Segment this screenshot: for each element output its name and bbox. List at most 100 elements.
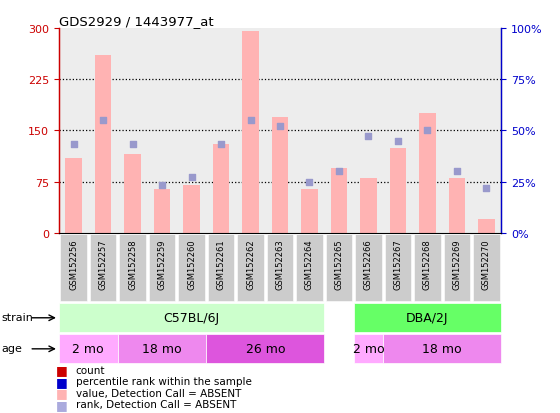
FancyBboxPatch shape bbox=[237, 234, 264, 301]
Bar bbox=[324, 29, 354, 233]
Bar bbox=[184, 186, 199, 233]
Bar bbox=[295, 29, 324, 233]
Text: 26 mo: 26 mo bbox=[245, 342, 285, 356]
Text: 18 mo: 18 mo bbox=[422, 342, 462, 356]
Bar bbox=[66, 158, 82, 233]
Text: ■: ■ bbox=[56, 375, 68, 388]
Bar bbox=[272, 117, 288, 233]
Text: ■: ■ bbox=[56, 386, 68, 399]
FancyBboxPatch shape bbox=[473, 234, 500, 301]
Bar bbox=[95, 56, 111, 233]
Text: percentile rank within the sample: percentile rank within the sample bbox=[76, 376, 251, 386]
FancyBboxPatch shape bbox=[444, 234, 470, 301]
FancyBboxPatch shape bbox=[149, 234, 175, 301]
Bar bbox=[390, 148, 406, 233]
Text: GSM152267: GSM152267 bbox=[394, 239, 403, 290]
FancyBboxPatch shape bbox=[90, 234, 116, 301]
Bar bbox=[301, 189, 318, 233]
FancyBboxPatch shape bbox=[119, 234, 146, 301]
Point bbox=[99, 118, 108, 124]
Bar bbox=[472, 29, 501, 233]
Bar bbox=[354, 29, 383, 233]
Text: 2 mo: 2 mo bbox=[72, 342, 104, 356]
Bar bbox=[124, 155, 141, 233]
FancyBboxPatch shape bbox=[59, 304, 324, 332]
Bar bbox=[206, 29, 236, 233]
Point bbox=[276, 124, 284, 131]
Point bbox=[334, 169, 343, 175]
Bar bbox=[59, 29, 88, 233]
Text: ■: ■ bbox=[56, 363, 68, 376]
FancyBboxPatch shape bbox=[383, 335, 501, 363]
FancyBboxPatch shape bbox=[178, 234, 205, 301]
Bar bbox=[265, 29, 295, 233]
Text: GSM152258: GSM152258 bbox=[128, 239, 137, 289]
FancyBboxPatch shape bbox=[59, 335, 118, 363]
Text: GSM152266: GSM152266 bbox=[364, 239, 373, 290]
FancyBboxPatch shape bbox=[267, 234, 293, 301]
Text: GSM152265: GSM152265 bbox=[334, 239, 343, 289]
Bar bbox=[154, 189, 170, 233]
FancyBboxPatch shape bbox=[208, 234, 234, 301]
Point bbox=[423, 128, 432, 134]
FancyBboxPatch shape bbox=[355, 234, 382, 301]
Text: strain: strain bbox=[1, 312, 33, 322]
Text: GSM152257: GSM152257 bbox=[99, 239, 108, 289]
Text: GSM152269: GSM152269 bbox=[452, 239, 461, 289]
Point bbox=[157, 183, 166, 189]
Text: DBA/2J: DBA/2J bbox=[406, 311, 449, 325]
Text: rank, Detection Call = ABSENT: rank, Detection Call = ABSENT bbox=[76, 399, 236, 409]
Bar bbox=[147, 29, 177, 233]
Text: 18 mo: 18 mo bbox=[142, 342, 182, 356]
Bar bbox=[88, 29, 118, 233]
FancyBboxPatch shape bbox=[118, 335, 206, 363]
FancyBboxPatch shape bbox=[326, 234, 352, 301]
Point bbox=[305, 179, 314, 185]
FancyBboxPatch shape bbox=[414, 234, 441, 301]
FancyBboxPatch shape bbox=[60, 234, 87, 301]
Text: GSM152268: GSM152268 bbox=[423, 239, 432, 290]
Bar bbox=[449, 179, 465, 233]
Bar bbox=[383, 29, 413, 233]
Point bbox=[69, 141, 78, 148]
Text: 2 mo: 2 mo bbox=[353, 342, 384, 356]
Text: GSM152263: GSM152263 bbox=[276, 239, 284, 290]
Bar bbox=[242, 32, 259, 233]
Text: GDS2929 / 1443977_at: GDS2929 / 1443977_at bbox=[59, 15, 213, 28]
FancyBboxPatch shape bbox=[296, 234, 323, 301]
FancyBboxPatch shape bbox=[354, 304, 501, 332]
Text: age: age bbox=[1, 343, 22, 353]
FancyBboxPatch shape bbox=[354, 335, 383, 363]
Point bbox=[394, 138, 403, 145]
Point bbox=[187, 174, 196, 181]
Bar bbox=[118, 29, 147, 233]
Text: GSM152261: GSM152261 bbox=[217, 239, 226, 289]
FancyBboxPatch shape bbox=[206, 335, 324, 363]
Text: GSM152259: GSM152259 bbox=[157, 239, 166, 289]
Text: GSM152270: GSM152270 bbox=[482, 239, 491, 289]
Bar bbox=[361, 179, 376, 233]
Point bbox=[246, 118, 255, 124]
Bar bbox=[442, 29, 472, 233]
Bar bbox=[213, 145, 229, 233]
Text: C57BL/6J: C57BL/6J bbox=[164, 311, 220, 325]
Point bbox=[482, 185, 491, 192]
Bar bbox=[177, 29, 206, 233]
Bar bbox=[331, 169, 347, 233]
Point bbox=[452, 169, 461, 175]
Text: GSM152264: GSM152264 bbox=[305, 239, 314, 289]
Point bbox=[128, 141, 137, 148]
Text: value, Detection Call = ABSENT: value, Detection Call = ABSENT bbox=[76, 388, 241, 398]
Point bbox=[217, 141, 226, 148]
Text: GSM152260: GSM152260 bbox=[187, 239, 196, 289]
Bar bbox=[413, 29, 442, 233]
Text: GSM152262: GSM152262 bbox=[246, 239, 255, 289]
Point bbox=[364, 133, 373, 140]
Bar bbox=[419, 114, 436, 233]
Bar bbox=[236, 29, 265, 233]
Text: count: count bbox=[76, 365, 105, 375]
FancyBboxPatch shape bbox=[385, 234, 411, 301]
Text: GSM152256: GSM152256 bbox=[69, 239, 78, 289]
Text: ■: ■ bbox=[56, 398, 68, 411]
Bar bbox=[478, 220, 494, 233]
